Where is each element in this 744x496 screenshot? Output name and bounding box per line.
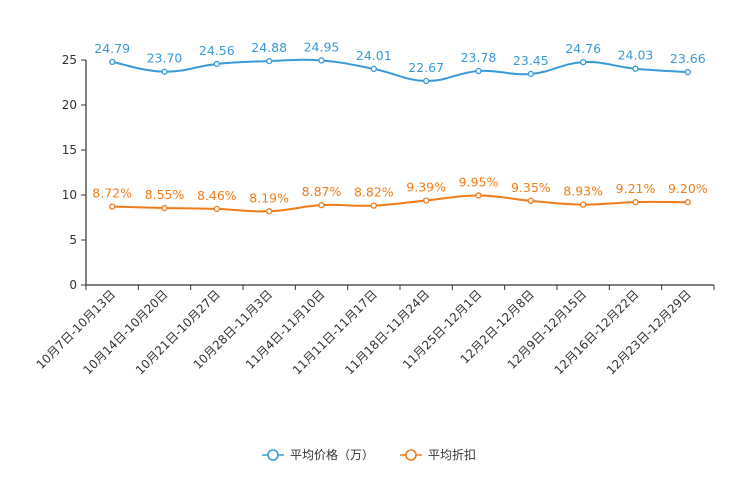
y-tick-label: 0 xyxy=(69,278,77,292)
y-tick-label: 15 xyxy=(62,143,77,157)
legend-marker-icon xyxy=(405,449,417,461)
data-point[interactable] xyxy=(423,77,430,85)
data-label: 8.72% xyxy=(92,186,132,201)
data-point[interactable] xyxy=(161,204,168,212)
data-label: 24.76 xyxy=(565,41,601,56)
data-point[interactable] xyxy=(475,67,482,75)
series-1: 24.79 23.70 24.56 24.88 24.95 24.01 22.67 23.78… xyxy=(94,39,706,85)
data-label: 8.55% xyxy=(145,187,185,202)
data-label: 22.67 xyxy=(408,60,444,75)
data-point[interactable] xyxy=(475,192,482,199)
data-point[interactable] xyxy=(266,57,273,65)
data-point[interactable] xyxy=(527,197,534,205)
data-label: 8.19% xyxy=(249,190,289,205)
data-label: 24.56 xyxy=(199,43,235,58)
y-tick-label: 5 xyxy=(69,233,77,247)
series-area: 24.79 23.70 24.56 24.88 24.95 24.01 22.67 23.78… xyxy=(92,39,708,215)
data-point[interactable] xyxy=(684,199,691,206)
data-point[interactable] xyxy=(161,68,168,75)
data-point[interactable] xyxy=(213,60,220,68)
data-point[interactable] xyxy=(370,202,377,209)
data-label: 24.79 xyxy=(94,41,130,56)
series-2: 8.72% 8.55% 8.46% 8.19% 8.87% 8.82% 9.39% 9.95%… xyxy=(92,174,708,215)
data-point[interactable] xyxy=(109,203,116,210)
data-label: 8.82% xyxy=(354,185,394,200)
data-label: 8.46% xyxy=(197,188,237,203)
data-label: 8.93% xyxy=(563,184,603,199)
data-label: 23.78 xyxy=(461,50,497,65)
data-label: 23.70 xyxy=(147,51,183,66)
data-label: 8.87% xyxy=(302,184,342,199)
y-tick-label: 20 xyxy=(62,98,77,112)
data-label: 24.88 xyxy=(251,40,287,55)
legend[interactable]: 平均价格（万） 平均折扣 xyxy=(262,447,476,462)
series-line xyxy=(112,194,688,213)
data-point[interactable] xyxy=(213,205,220,213)
legend-item-2[interactable]: 平均折扣 xyxy=(400,447,476,462)
data-label: 24.03 xyxy=(618,48,654,63)
data-label: 23.66 xyxy=(670,51,706,66)
data-point[interactable] xyxy=(318,202,325,209)
legend-label: 平均折扣 xyxy=(428,447,476,462)
series-line xyxy=(111,58,688,82)
data-point[interactable] xyxy=(632,198,639,206)
y-tick-label: 25 xyxy=(62,53,77,67)
data-point[interactable] xyxy=(370,65,377,73)
data-label: 9.21% xyxy=(616,181,656,196)
legend-marker-icon xyxy=(267,449,279,461)
data-point[interactable] xyxy=(318,57,325,64)
data-point[interactable] xyxy=(684,68,691,76)
legend-label: 平均价格（万） xyxy=(290,447,374,462)
data-point[interactable] xyxy=(266,208,273,215)
data-point[interactable] xyxy=(109,58,116,66)
data-label: 24.95 xyxy=(304,39,340,54)
legend-item-1[interactable]: 平均价格（万） xyxy=(262,447,374,462)
data-label: 23.45 xyxy=(513,53,549,68)
data-label: 9.95% xyxy=(459,174,499,189)
y-tick-label: 10 xyxy=(62,188,77,202)
data-label: 9.39% xyxy=(406,179,446,194)
data-point[interactable] xyxy=(632,65,639,72)
data-point[interactable] xyxy=(423,197,430,204)
data-point[interactable] xyxy=(527,70,534,78)
data-point[interactable] xyxy=(580,59,587,66)
data-label: 9.20% xyxy=(668,181,708,196)
data-label: 9.35% xyxy=(511,180,551,195)
data-point[interactable] xyxy=(580,201,587,208)
axes: 051015202510月7日-10月13日10月14日-10月20日10月21… xyxy=(34,53,715,377)
data-label: 24.01 xyxy=(356,48,392,63)
